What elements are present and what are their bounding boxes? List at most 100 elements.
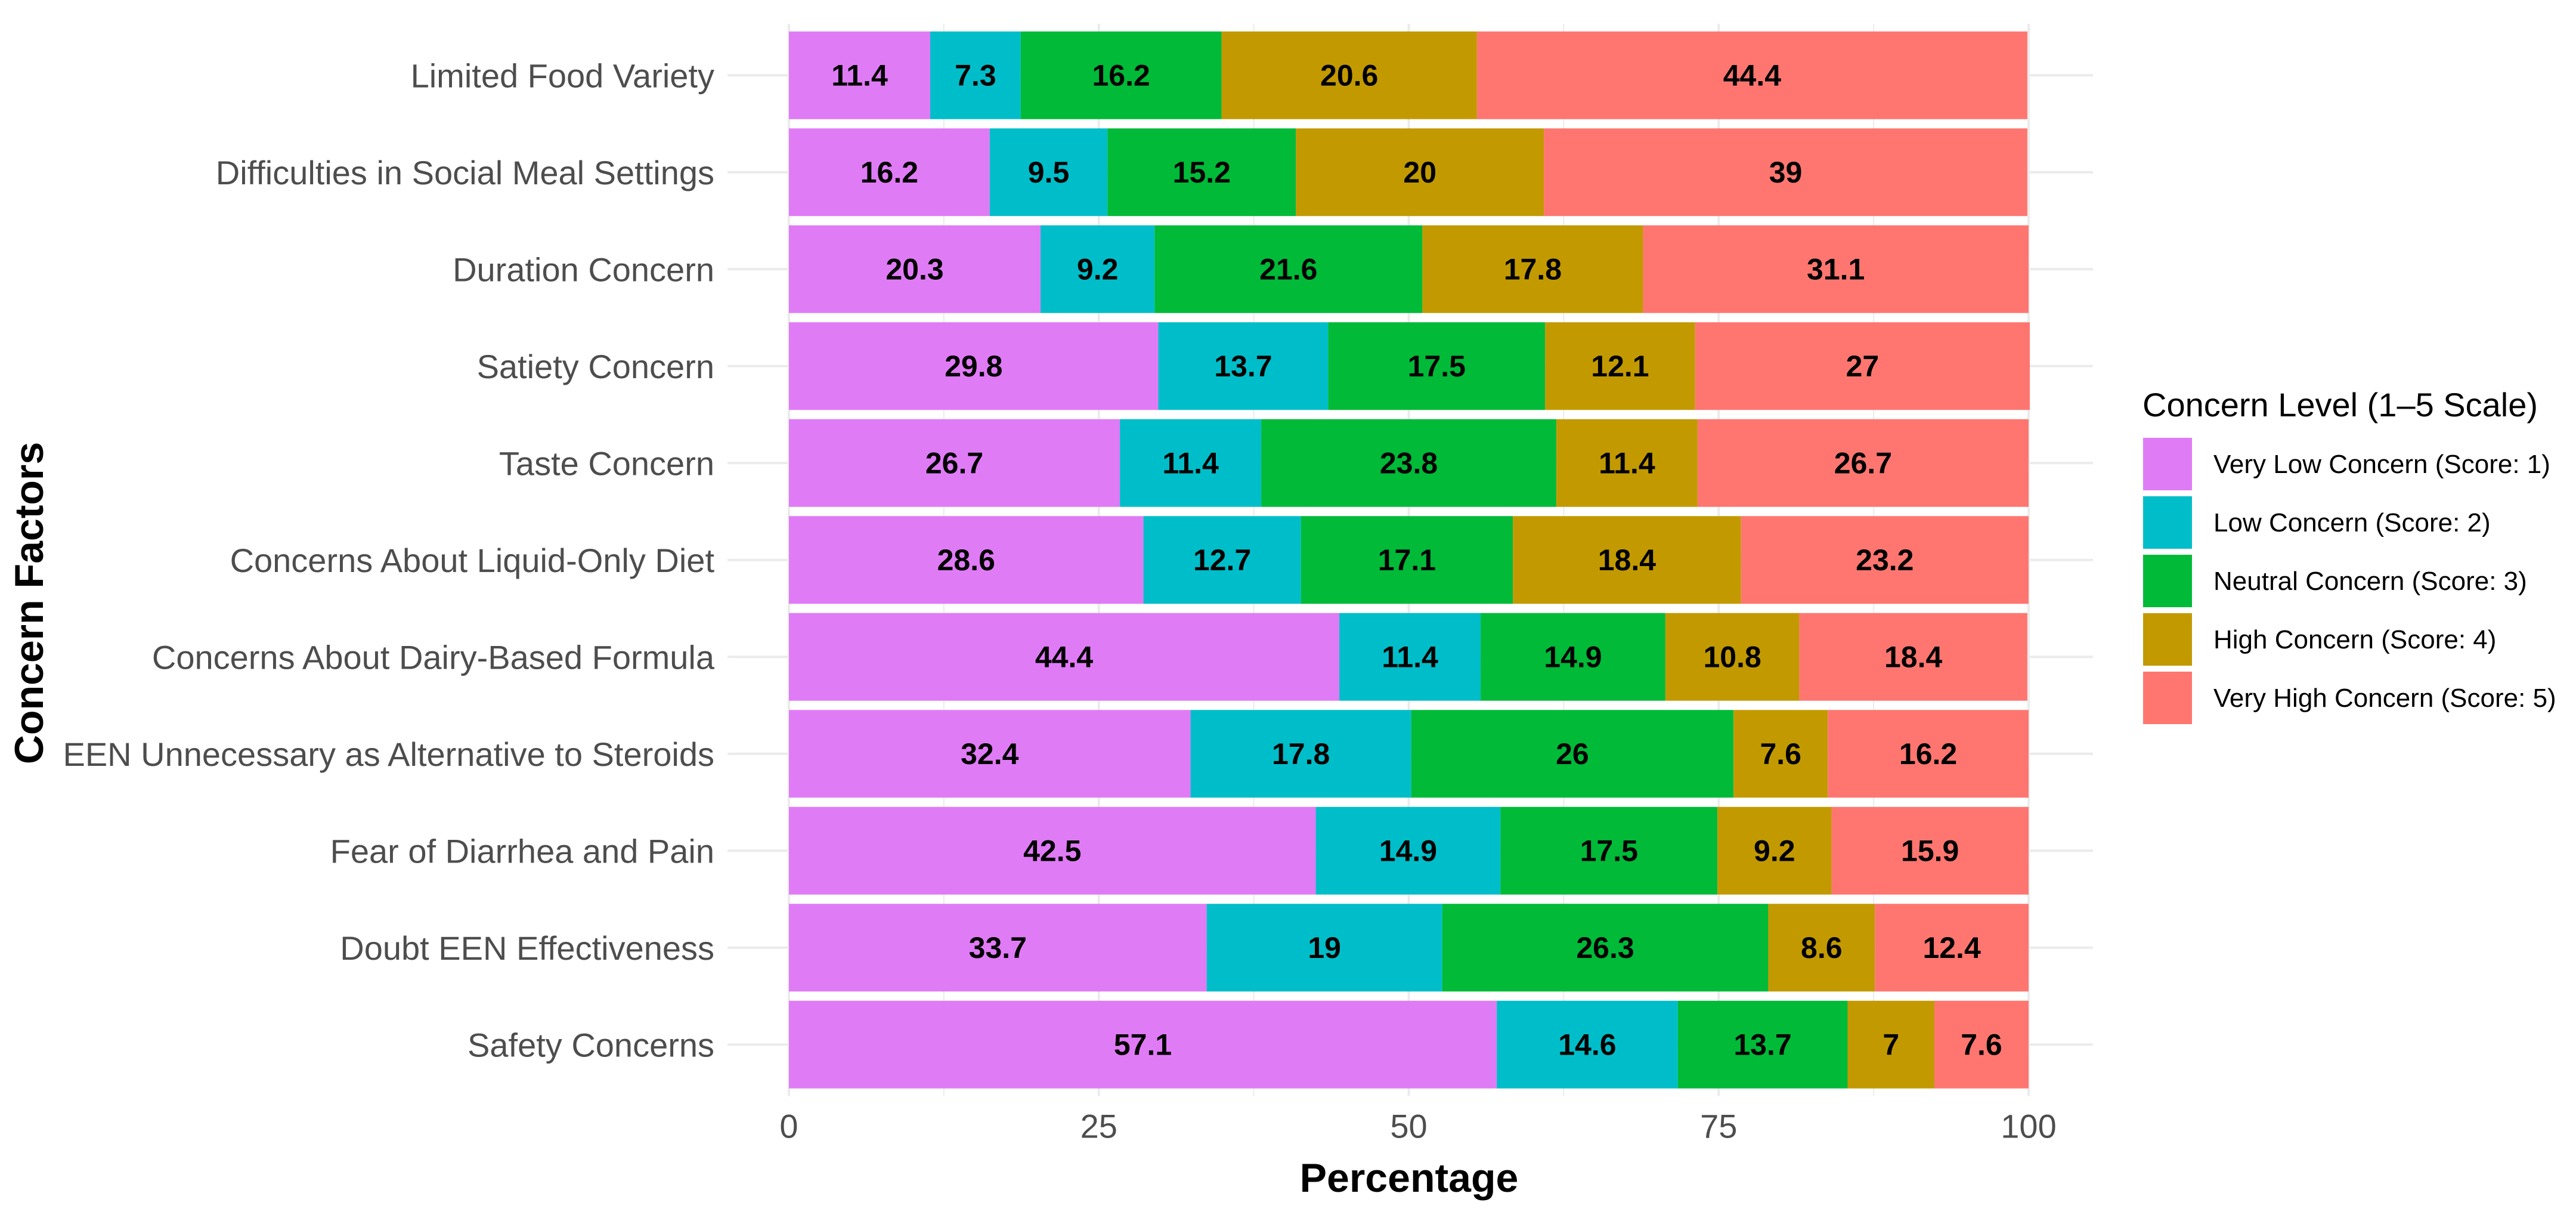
bar-segment bbox=[1328, 322, 1546, 410]
bar-segment bbox=[1544, 128, 2027, 217]
legend-label: Low Concern (Score: 2) bbox=[2213, 508, 2491, 537]
bar-segment bbox=[1020, 31, 1222, 119]
bar-segment bbox=[1934, 1000, 2029, 1089]
bar-segment bbox=[789, 128, 990, 217]
bar-segment bbox=[1847, 1000, 1934, 1089]
bar-segment bbox=[1768, 904, 1875, 992]
bar-segment bbox=[1190, 710, 1411, 798]
bar-value-label: 57.1 bbox=[1114, 1028, 1172, 1061]
category-label: Concerns About Liquid-Only Diet bbox=[230, 542, 715, 579]
bar-segment bbox=[1500, 806, 1718, 895]
bar-segment bbox=[789, 322, 1159, 410]
bar-value-label: 26.7 bbox=[1834, 446, 1892, 480]
bar-segment bbox=[1545, 322, 1695, 410]
bar-segment bbox=[1476, 31, 2027, 119]
bar-value-label: 8.6 bbox=[1801, 931, 1843, 965]
bar-segment bbox=[1296, 128, 1544, 217]
bar-value-label: 32.4 bbox=[961, 737, 1019, 771]
bar-segment bbox=[1154, 225, 1423, 313]
bar-value-label: 14.9 bbox=[1544, 640, 1602, 673]
x-tick-label: 0 bbox=[779, 1108, 798, 1145]
category-label: Concerns About Dairy-Based Formula bbox=[152, 638, 715, 676]
legend-swatch bbox=[2143, 438, 2192, 490]
bar-segment bbox=[789, 225, 1041, 313]
bar-value-label: 31.1 bbox=[1807, 252, 1865, 286]
bar-value-label: 7 bbox=[1883, 1028, 1899, 1061]
category-label: Satiety Concern bbox=[477, 348, 714, 385]
bar-value-label: 28.6 bbox=[937, 543, 995, 577]
bar-value-label: 26 bbox=[1556, 737, 1589, 771]
category-label: EEN Unnecessary as Alternative to Steroi… bbox=[63, 735, 714, 773]
bar-segment bbox=[789, 31, 931, 119]
bar-segment bbox=[1107, 128, 1296, 217]
category-label: Taste Concern bbox=[499, 444, 714, 482]
bar-value-label: 33.7 bbox=[969, 931, 1027, 965]
bar-value-label: 14.6 bbox=[1558, 1028, 1616, 1061]
x-tick-label: 50 bbox=[1390, 1108, 1427, 1145]
legend-title: Concern Level (1–5 Scale) bbox=[2142, 386, 2538, 424]
bar-value-label: 26.7 bbox=[925, 446, 983, 480]
bar-value-label: 23.8 bbox=[1380, 446, 1438, 480]
bar-value-label: 13.7 bbox=[1733, 1028, 1791, 1061]
y-axis-title: Concern Factors bbox=[7, 442, 52, 764]
bar-segment bbox=[1717, 806, 1832, 895]
bar-segment bbox=[1411, 710, 1734, 798]
bar-segment bbox=[1556, 419, 1698, 507]
legend-label: Very Low Concern (Score: 1) bbox=[2213, 450, 2550, 479]
bar-value-label: 11.4 bbox=[1162, 446, 1219, 480]
legend-label: High Concern (Score: 4) bbox=[2213, 625, 2496, 654]
bar-value-label: 11.4 bbox=[1599, 446, 1655, 480]
x-tick-label: 25 bbox=[1080, 1108, 1117, 1145]
bar-segment bbox=[1158, 322, 1329, 410]
x-axis-title: Percentage bbox=[1300, 1155, 1519, 1201]
bar-value-label: 23.2 bbox=[1856, 543, 1914, 577]
bar-segment bbox=[789, 1000, 1497, 1089]
legend-swatch bbox=[2143, 672, 2192, 724]
bar-segment bbox=[1643, 225, 2029, 313]
bar-segment bbox=[1875, 904, 2029, 992]
bar-value-label: 15.2 bbox=[1173, 156, 1231, 189]
bar-segment bbox=[1315, 806, 1501, 895]
bar-segment bbox=[1677, 1000, 1848, 1089]
category-label: Doubt EEN Effectiveness bbox=[340, 929, 714, 967]
bar-segment bbox=[789, 806, 1316, 895]
bar-segment bbox=[1828, 710, 2029, 798]
bar-segment bbox=[789, 904, 1207, 992]
x-tick-label: 75 bbox=[1700, 1108, 1737, 1145]
bar-value-label: 9.2 bbox=[1077, 252, 1119, 286]
bar-segment bbox=[1733, 710, 1828, 798]
legend-label: Neutral Concern (Score: 3) bbox=[2213, 567, 2527, 596]
bar-value-label: 9.2 bbox=[1754, 834, 1795, 867]
bar-value-label: 21.6 bbox=[1259, 252, 1317, 286]
bar-value-label: 16.2 bbox=[1899, 737, 1957, 771]
bar-segment bbox=[1497, 1000, 1678, 1089]
bar-segment bbox=[789, 419, 1120, 507]
bar-segment bbox=[789, 710, 1191, 798]
bar-segment bbox=[1041, 225, 1155, 313]
legend-swatch bbox=[2143, 496, 2192, 549]
bar-value-label: 39 bbox=[1769, 156, 1803, 189]
x-axis-ticks: 0 25 50 75 100 bbox=[779, 1108, 2056, 1145]
bar-value-label: 17.5 bbox=[1408, 350, 1466, 383]
bar-segment bbox=[1301, 516, 1513, 604]
bar-segment bbox=[1831, 806, 2029, 895]
bar-segment bbox=[1513, 516, 1741, 604]
category-label: Difficulties in Social Meal Settings bbox=[216, 154, 714, 191]
bar-value-label: 42.5 bbox=[1023, 834, 1081, 867]
bar-value-label: 44.4 bbox=[1723, 58, 1782, 92]
bar-segment bbox=[1422, 225, 1643, 313]
bar-segment bbox=[1261, 419, 1556, 507]
bar-value-label: 20 bbox=[1403, 156, 1436, 189]
category-label: Limited Food Variety bbox=[411, 57, 714, 94]
bar-value-label: 14.9 bbox=[1379, 834, 1437, 867]
legend: Concern Level (1–5 Scale) Very Low Conce… bbox=[2142, 386, 2556, 724]
bar-value-label: 9.5 bbox=[1028, 156, 1070, 189]
bar-segment bbox=[989, 128, 1108, 217]
category-labels: Limited Food Variety Difficulties in Soci… bbox=[63, 57, 714, 1064]
legend-swatch bbox=[2143, 613, 2192, 666]
bars: 11.4 7.3 16.2 20.6 44.4 16.2 9.5 15.2 20 39 20.3 9.… bbox=[789, 31, 2030, 1089]
bar-value-label: 10.8 bbox=[1703, 640, 1761, 673]
bar-value-label: 7.6 bbox=[1760, 737, 1801, 771]
bar-segment bbox=[789, 613, 1340, 701]
